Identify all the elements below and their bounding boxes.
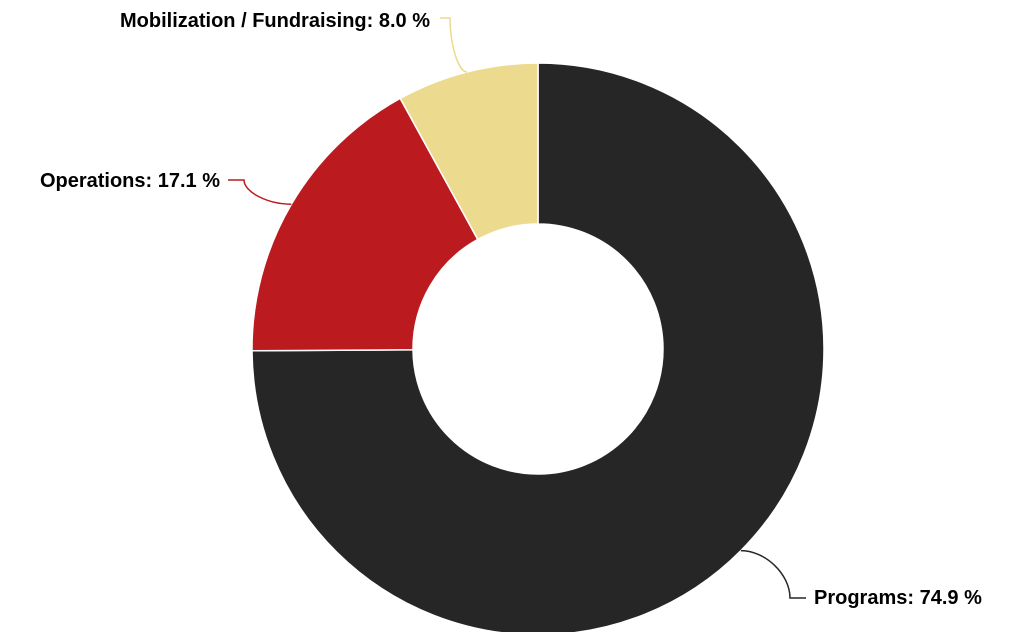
donut-slices — [251, 62, 825, 632]
data-label-mobilization-fundraising: Mobilization / Fundraising: 8.0 % — [120, 10, 430, 32]
slice-programs — [251, 62, 825, 632]
data-label-programs: Programs: 74.9 % — [814, 587, 982, 609]
slice-mobilization-fundraising — [399, 62, 539, 241]
connector-operations — [228, 179, 292, 205]
connector-mobilization-fundraising — [440, 17, 468, 73]
connector-programs — [740, 549, 806, 599]
data-label-operations: Operations: 17.1 % — [40, 170, 220, 192]
slice-operations — [251, 97, 479, 352]
label-connectors — [228, 17, 806, 599]
